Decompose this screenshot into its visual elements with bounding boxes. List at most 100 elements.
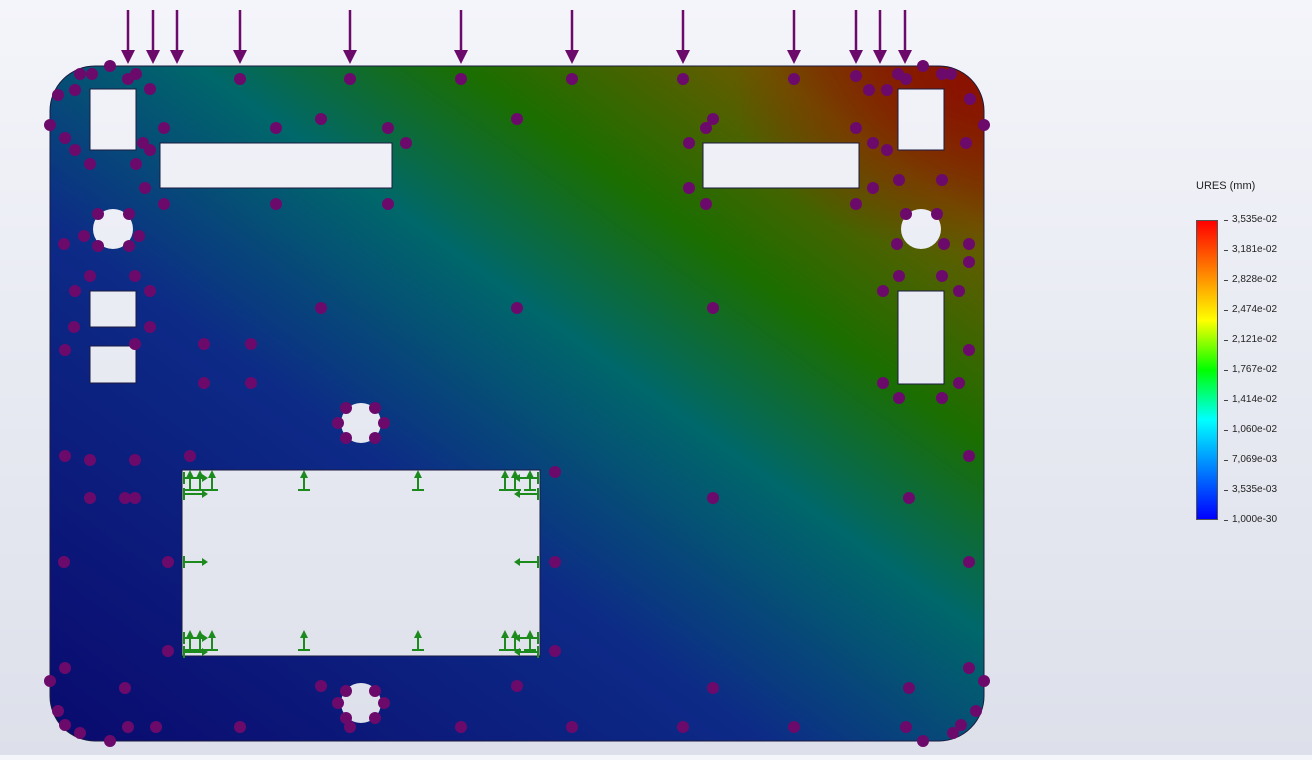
mesh-node [129, 492, 141, 504]
result-legend[interactable]: URES (mm) 3,535e-02 3,181e-02 2,828e-02 2,4… [1180, 175, 1290, 535]
legend-tick [1224, 490, 1228, 491]
mesh-node [936, 270, 948, 282]
load-arrow [146, 10, 160, 64]
legend-tick [1224, 310, 1228, 311]
legend-tick [1224, 370, 1228, 371]
mesh-node [122, 721, 134, 733]
mesh-node [69, 84, 81, 96]
mesh-node [867, 137, 879, 149]
mesh-node [455, 73, 467, 85]
mesh-node [964, 93, 976, 105]
load-arrow [343, 10, 357, 64]
mesh-node [903, 492, 915, 504]
mesh-node [315, 113, 327, 125]
load-arrow [676, 10, 690, 64]
mesh-node [400, 137, 412, 149]
legend-tick [1224, 250, 1228, 251]
mesh-node [945, 68, 957, 80]
mesh-node [382, 122, 394, 134]
mesh-node [893, 392, 905, 404]
mesh-node [59, 719, 71, 731]
mesh-node [69, 144, 81, 156]
mesh-node [315, 680, 327, 692]
mesh-node [52, 705, 64, 717]
mesh-node [970, 705, 982, 717]
mesh-node [129, 454, 141, 466]
mesh-node [130, 158, 142, 170]
load-arrow [121, 10, 135, 64]
mesh-node [978, 675, 990, 687]
mesh-node [52, 89, 64, 101]
mesh-node [130, 68, 142, 80]
mesh-node [936, 392, 948, 404]
mesh-node [123, 208, 135, 220]
mesh-node [931, 208, 943, 220]
mesh-node [917, 60, 929, 72]
mesh-node [158, 122, 170, 134]
mesh-node [677, 73, 689, 85]
mesh-node [953, 377, 965, 389]
mesh-node [850, 198, 862, 210]
mesh-node [549, 556, 561, 568]
mesh-node [707, 682, 719, 694]
mesh-node [340, 402, 352, 414]
mesh-node [893, 270, 905, 282]
mesh-node [315, 302, 327, 314]
mesh-node [129, 338, 141, 350]
mesh-node [707, 113, 719, 125]
mesh-node [566, 73, 578, 85]
legend-label: 7,069e-03 [1232, 454, 1277, 465]
mesh-node [133, 230, 145, 242]
mesh-node [549, 466, 561, 478]
load-arrow-icon [121, 10, 912, 64]
mesh-node [59, 132, 71, 144]
mesh-node [683, 137, 695, 149]
legend-tick [1224, 340, 1228, 341]
legend-label: 3,535e-02 [1232, 214, 1277, 225]
load-arrow [898, 10, 912, 64]
legend-label: 1,414e-02 [1232, 394, 1277, 405]
mesh-node [369, 685, 381, 697]
mesh-node [369, 402, 381, 414]
mesh-node [74, 727, 86, 739]
mesh-node [893, 174, 905, 186]
mesh-node [877, 285, 889, 297]
mesh-node [144, 285, 156, 297]
mesh-node [788, 73, 800, 85]
mesh-node [198, 377, 210, 389]
mesh-node [58, 556, 70, 568]
mesh-node [104, 60, 116, 72]
mesh-node [144, 321, 156, 333]
mesh-node [903, 682, 915, 694]
mesh-node [978, 119, 990, 131]
mesh-node [900, 73, 912, 85]
mesh-node [104, 735, 116, 747]
mesh-node [788, 721, 800, 733]
mesh-node [184, 450, 196, 462]
mesh-node [511, 680, 523, 692]
mesh-node [162, 556, 174, 568]
mesh-node [150, 721, 162, 733]
mesh-node [340, 432, 352, 444]
mesh-node [955, 719, 967, 731]
mesh-node [378, 697, 390, 709]
mesh-node [92, 240, 104, 252]
mesh-node [700, 198, 712, 210]
mesh-node [707, 492, 719, 504]
load-arrow [454, 10, 468, 64]
legend-tick [1224, 460, 1228, 461]
mesh-node [938, 238, 950, 250]
legend-tick [1224, 400, 1228, 401]
mesh-node [511, 302, 523, 314]
mesh-node [867, 182, 879, 194]
mesh-node [44, 119, 56, 131]
mesh-node [881, 84, 893, 96]
mesh-node [332, 697, 344, 709]
mesh-node [850, 122, 862, 134]
mesh-node [162, 645, 174, 657]
mesh-node [129, 270, 141, 282]
mesh-node [139, 182, 151, 194]
mesh-node [245, 338, 257, 350]
